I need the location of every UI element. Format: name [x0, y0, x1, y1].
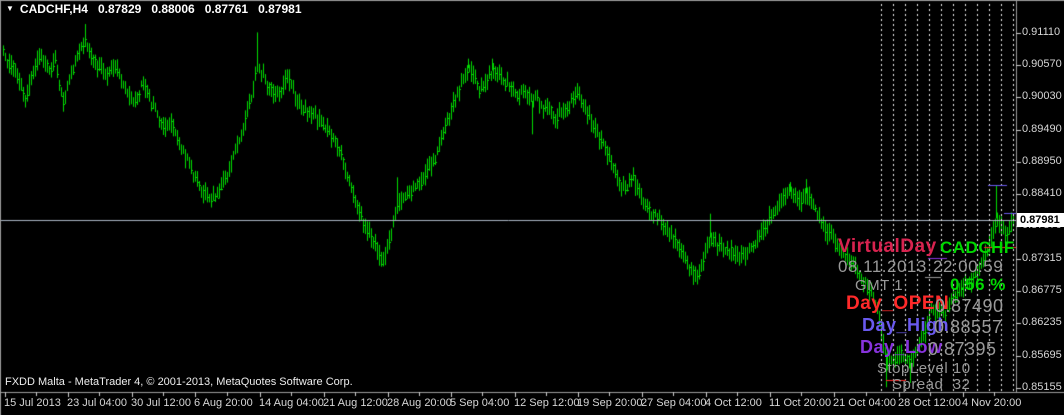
time-axis-label: 28 Aug 20:00 [387, 397, 452, 409]
time-axis-label: 12 Sep 12:00 [514, 397, 580, 409]
price-axis-label: 0.85155 [1022, 381, 1062, 393]
indicator-gmt-label: GMT 1 [855, 277, 904, 294]
day-open-label: Day_OPEN [846, 293, 950, 314]
time-axis-label: 15 Jul 2013 [4, 397, 61, 409]
copyright-text: FXDD Malta - MetaTrader 4, © 2001-2013, … [5, 376, 353, 388]
time-axis-label: 21 Oct 04:00 [833, 397, 896, 409]
indicator-countdown: 22:00:59 [933, 257, 1004, 276]
price-axis-label: 0.90030 [1022, 90, 1062, 102]
time-axis-label: 21 Aug 12:00 [323, 397, 388, 409]
price-axis-label: 0.86235 [1022, 316, 1062, 328]
price-axis-label: 0.91110 [1022, 26, 1061, 38]
day-high-value: 0.88557 [934, 317, 1003, 337]
day-low-label: Day_Low [860, 337, 943, 357]
time-axis-label: 5 Sep 04:00 [450, 397, 510, 409]
ohlc-high: 0.88006 [151, 2, 195, 16]
symbol-period-label: CADCHF,H4 [19, 2, 88, 16]
indicator-symbol-label: CADCHF [940, 238, 1015, 257]
time-axis-label: 11 Oct 20:00 [769, 397, 832, 409]
chart-title: ▼ CADCHF,H4 0.87829 0.88006 0.87761 0.87… [6, 2, 302, 16]
time-axis-label: 4 Nov 20:00 [962, 397, 1022, 409]
price-axis-label: 0.89490 [1022, 123, 1062, 135]
indicator-name-label: VirtualDay [838, 236, 937, 257]
price-axis-label: 0.90570 [1022, 58, 1062, 70]
price-axis-label: 0.88950 [1022, 155, 1062, 167]
price-axis-label: 0.86775 [1022, 284, 1062, 296]
time-axis-label: 28 Oct 12:00 [898, 397, 961, 409]
ohlc-low: 0.87761 [204, 2, 249, 16]
price-axis-label: 0.85695 [1022, 349, 1062, 361]
time-axis-label: 4 Oct 12:00 [705, 397, 762, 409]
time-axis-label: 23 Jul 04:00 [67, 397, 127, 409]
time-axis-label: 27 Sep 04:00 [641, 397, 707, 409]
price-axis-label: 0.88410 [1022, 187, 1062, 199]
day-high-label: Day_High [862, 315, 950, 335]
spread-label: Spread 32 [892, 376, 971, 393]
current-price-box: 0.87981 [1017, 213, 1064, 227]
ohlc-close: 0.87981 [258, 2, 302, 16]
indicator-date-label: 08.11.2013 [838, 257, 927, 276]
indicator-percent: 0.56 % [950, 275, 1006, 294]
chart-dropdown-icon[interactable]: ▼ [6, 3, 14, 13]
day-open-value: 0.87490 [935, 296, 1004, 316]
time-axis-label: 6 Aug 20:00 [194, 397, 253, 409]
price-axis-label: 0.87315 [1022, 252, 1062, 264]
time-axis-label: 19 Sep 20:00 [577, 397, 643, 409]
day-low-value: 0.87395 [928, 339, 997, 359]
ohlc-open: 0.87829 [97, 2, 142, 16]
time-axis-label: 14 Aug 04:00 [259, 397, 324, 409]
time-axis-label: 30 Jul 12:00 [131, 397, 191, 409]
stop-level-label: StopLevel 10 [877, 360, 971, 377]
